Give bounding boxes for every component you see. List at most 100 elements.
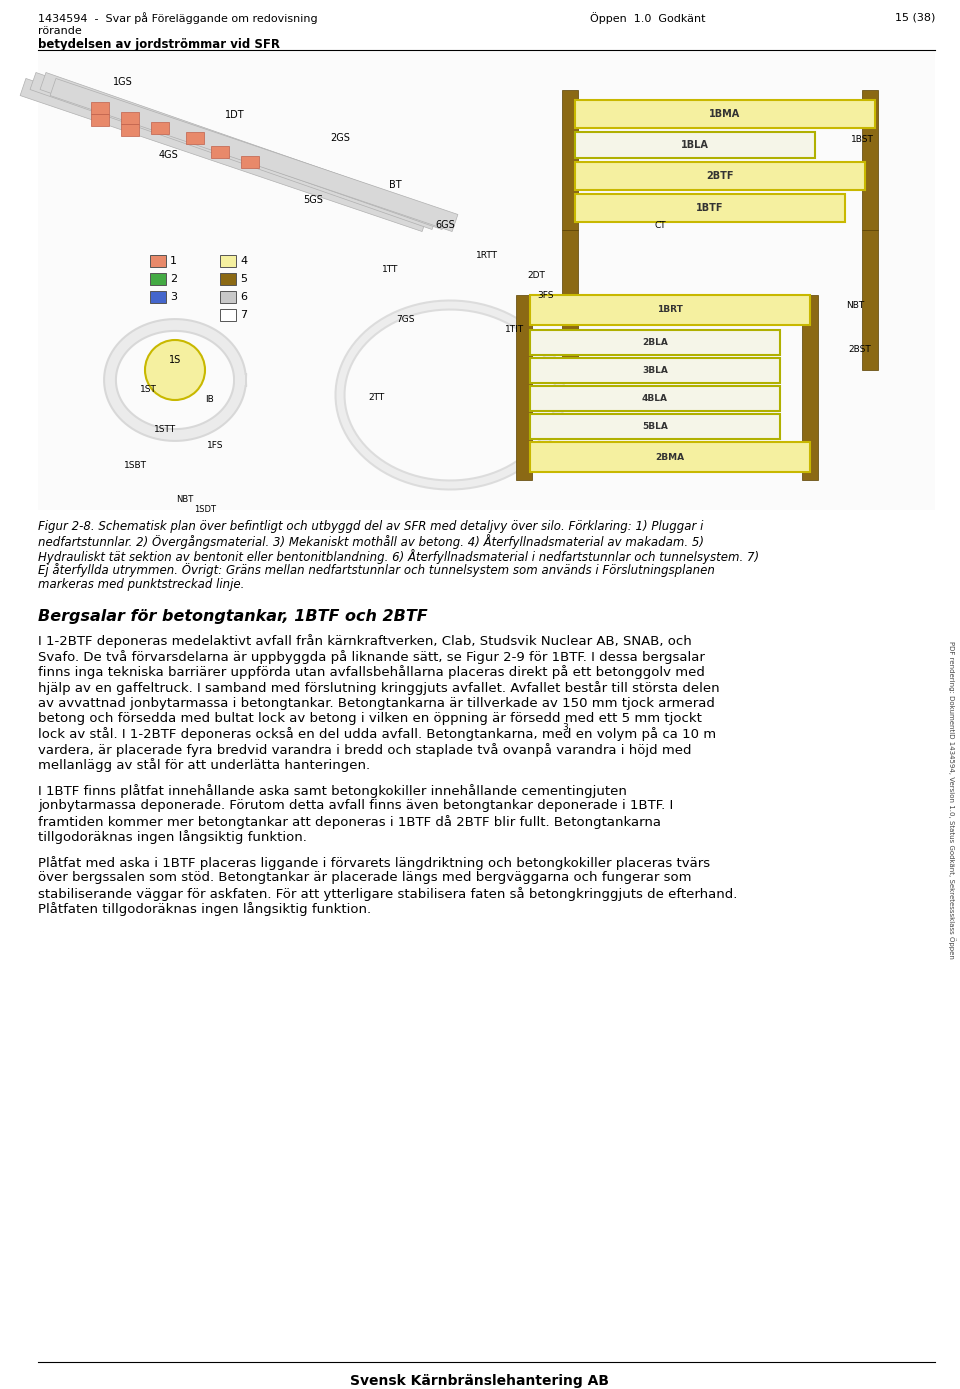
- Bar: [530, 358, 780, 383]
- Bar: [220, 308, 236, 321]
- Text: 1BMA: 1BMA: [709, 108, 740, 119]
- Text: 4BLA: 4BLA: [642, 394, 668, 403]
- Text: betydelsen av jordströmmar vid SFR: betydelsen av jordströmmar vid SFR: [38, 38, 280, 51]
- Text: 7GS: 7GS: [396, 315, 415, 325]
- Text: 2TT: 2TT: [368, 393, 384, 401]
- Text: 2: 2: [170, 274, 178, 283]
- Bar: [530, 442, 810, 472]
- Polygon shape: [40, 72, 448, 229]
- Bar: [220, 274, 236, 285]
- Text: 1TT: 1TT: [382, 265, 398, 275]
- Text: 1BLA: 1BLA: [681, 140, 708, 150]
- Text: Hydrauliskt tät sektion av bentonit eller bentonitblandning. 6) Återfyllnadsmate: Hydrauliskt tät sektion av bentonit elle…: [38, 549, 759, 564]
- Bar: [575, 132, 815, 158]
- Bar: [575, 100, 875, 128]
- Text: Ej återfyllda utrymmen. Övrigt: Gräns mellan nedfartstunnlar och tunnelsystem so: Ej återfyllda utrymmen. Övrigt: Gräns me…: [38, 564, 715, 578]
- Text: 5GS: 5GS: [303, 194, 323, 206]
- Bar: [220, 292, 236, 303]
- Bar: [91, 114, 109, 126]
- Text: 1434594  -  Svar på Föreläggande om redovisning: 1434594 - Svar på Föreläggande om redovi…: [38, 13, 318, 24]
- Text: I 1BTF finns plåtfat innehållande aska samt betongkokiller innehållande cementin: I 1BTF finns plåtfat innehållande aska s…: [38, 783, 627, 797]
- Text: rörande: rörande: [38, 26, 82, 36]
- Text: över bergssalen som stöd. Betongtankar är placerade längs med bergväggarna och f: över bergssalen som stöd. Betongtankar ä…: [38, 871, 691, 885]
- Text: nedfartstunnlar. 2) Övergångsmaterial. 3) Mekaniskt mothåll av betong. 4) Återfy: nedfartstunnlar. 2) Övergångsmaterial. 3…: [38, 535, 704, 550]
- Bar: [530, 294, 810, 325]
- Text: 1TIT: 1TIT: [505, 325, 524, 335]
- Bar: [151, 122, 169, 133]
- Text: 1S: 1S: [169, 356, 181, 365]
- Text: 6GS: 6GS: [435, 219, 455, 231]
- Text: 1GS: 1GS: [113, 76, 132, 88]
- Text: betong och försedda med bultat lock av betong i vilken en öppning är försedd med: betong och försedda med bultat lock av b…: [38, 713, 702, 725]
- Text: 1BST: 1BST: [851, 136, 874, 144]
- Text: 6: 6: [240, 292, 247, 301]
- Text: CT: CT: [654, 221, 666, 229]
- Text: 2DT: 2DT: [527, 271, 545, 279]
- Bar: [575, 194, 845, 222]
- Bar: [862, 90, 878, 231]
- Bar: [530, 386, 780, 411]
- Bar: [241, 156, 259, 168]
- Text: 5: 5: [240, 274, 247, 283]
- Bar: [186, 132, 204, 144]
- Text: 3: 3: [563, 724, 568, 732]
- Text: Svafo. De två förvarsdelarna är uppbyggda på liknande sätt, se Figur 2-9 för 1BT: Svafo. De två förvarsdelarna är uppbyggd…: [38, 650, 705, 664]
- Text: markeras med punktstreckad linje.: markeras med punktstreckad linje.: [38, 578, 245, 590]
- Text: mellanlägg av stål för att underlätta hanteringen.: mellanlägg av stål för att underlätta ha…: [38, 758, 371, 772]
- Text: 4GS: 4GS: [158, 150, 178, 160]
- Text: 15 (38): 15 (38): [895, 13, 935, 22]
- Text: 1ST: 1ST: [139, 386, 156, 394]
- Bar: [516, 294, 532, 481]
- Text: jonbytarmassa deponerade. Förutom detta avfall finns även betongtankar deponerad: jonbytarmassa deponerade. Förutom detta …: [38, 800, 673, 813]
- Bar: [38, 51, 935, 510]
- Text: BT: BT: [389, 181, 401, 190]
- Bar: [150, 292, 166, 303]
- Text: lock av stål. I 1-2BTF deponeras också en del udda avfall. Betongtankarna, med e: lock av stål. I 1-2BTF deponeras också e…: [38, 728, 716, 742]
- Bar: [211, 146, 229, 158]
- Bar: [802, 294, 818, 481]
- Text: 2BTF: 2BTF: [707, 171, 733, 181]
- Text: 3FS: 3FS: [538, 290, 554, 300]
- Bar: [862, 231, 878, 369]
- Bar: [220, 256, 236, 267]
- Bar: [121, 113, 139, 124]
- Text: 1STT: 1STT: [154, 425, 176, 435]
- Text: 1SBT: 1SBT: [124, 461, 147, 469]
- Bar: [150, 256, 166, 267]
- Bar: [530, 414, 780, 439]
- Text: Bergsalar för betongtankar, 1BTF och 2BTF: Bergsalar för betongtankar, 1BTF och 2BT…: [38, 608, 427, 624]
- Text: Figur 2-8. Schematisk plan över befintligt och utbyggd del av SFR med detaljvy ö: Figur 2-8. Schematisk plan över befintli…: [38, 519, 704, 533]
- Text: vardera, är placerade fyra bredvid varandra i bredd och staplade två ovanpå vara: vardera, är placerade fyra bredvid varan…: [38, 743, 691, 757]
- Bar: [121, 124, 139, 136]
- Bar: [91, 101, 109, 114]
- Text: 2BST: 2BST: [849, 346, 872, 354]
- Text: 3: 3: [170, 292, 177, 301]
- Text: I 1-2BTF deponeras medelaktivt avfall från kärnkraftverken, Clab, Studsvik Nucle: I 1-2BTF deponeras medelaktivt avfall fr…: [38, 635, 692, 649]
- Text: 4: 4: [240, 256, 247, 267]
- Bar: [530, 331, 780, 356]
- Text: 1SDT: 1SDT: [194, 506, 216, 514]
- Text: PDF rendering: DokumentID 1434594, Version 1.0, Status Godkänt, Sekretesssklass : PDF rendering: DokumentID 1434594, Versi…: [948, 642, 956, 958]
- Text: 1BTF: 1BTF: [696, 203, 724, 213]
- Bar: [562, 231, 578, 369]
- Bar: [575, 163, 865, 190]
- Polygon shape: [50, 78, 458, 232]
- Text: Plåtfat med aska i 1BTF placeras liggande i förvarets längdriktning och betongko: Plåtfat med aska i 1BTF placeras liggand…: [38, 856, 710, 870]
- Text: 1FS: 1FS: [206, 440, 224, 450]
- Text: 2BMA: 2BMA: [656, 453, 684, 461]
- Bar: [150, 274, 166, 285]
- Text: 3BLA: 3BLA: [642, 365, 668, 375]
- Text: Svensk Kärnbränslehantering AB: Svensk Kärnbränslehantering AB: [350, 1374, 610, 1388]
- Text: 1RTT: 1RTT: [476, 250, 498, 260]
- Text: Plåtfaten tillgodoräknas ingen långsiktig funktion.: Plåtfaten tillgodoräknas ingen långsikti…: [38, 903, 372, 917]
- Polygon shape: [20, 78, 428, 232]
- Text: NBT: NBT: [177, 496, 194, 504]
- Text: 7: 7: [240, 310, 247, 319]
- Text: 1BRT: 1BRT: [657, 306, 683, 314]
- Bar: [562, 90, 578, 231]
- Text: Öppen  1.0  Godkänt: Öppen 1.0 Godkänt: [590, 13, 706, 24]
- Bar: [38, 51, 935, 510]
- Text: 1: 1: [170, 256, 177, 267]
- Text: IB: IB: [205, 396, 214, 404]
- Text: av avvattnad jonbytarmassa i betongtankar. Betongtankarna är tillverkade av 150 : av avvattnad jonbytarmassa i betongtanka…: [38, 696, 715, 710]
